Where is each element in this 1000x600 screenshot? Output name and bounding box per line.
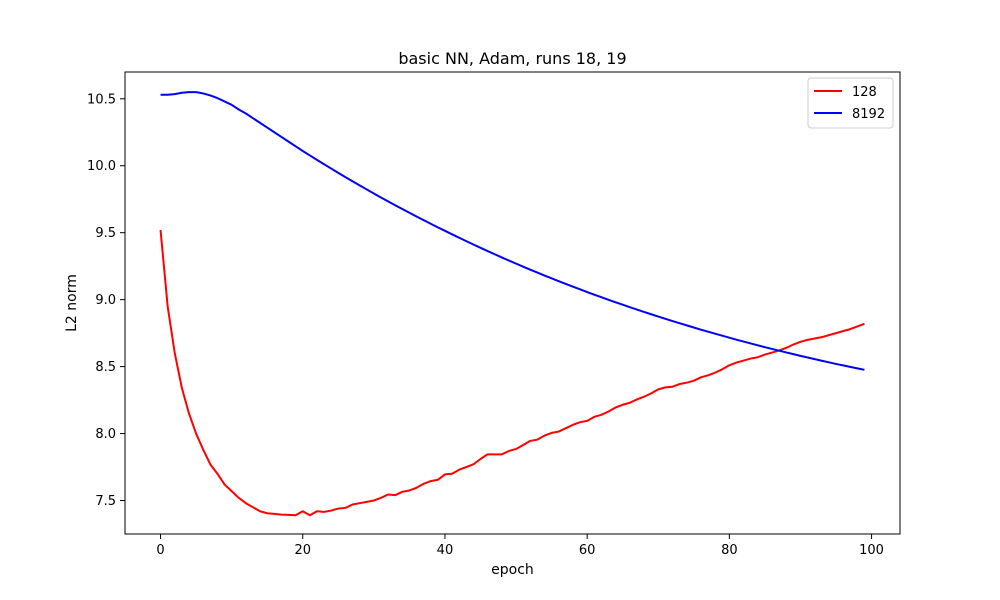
- x-axis-label: epoch: [491, 562, 534, 578]
- x-axis: 0 20 40 60 80 100: [156, 534, 884, 558]
- x-tick-label: 0: [156, 543, 164, 558]
- legend-label-8192: 8192: [852, 107, 885, 122]
- legend-label-128: 128: [852, 85, 877, 100]
- series-line-128: [159, 229, 865, 517]
- x-tick-label: 40: [437, 543, 454, 558]
- y-tick-label: 10.5: [87, 92, 116, 107]
- legend: 128 8192: [807, 77, 894, 129]
- y-tick-label: 9.0: [95, 293, 116, 308]
- series-layer: [159, 91, 865, 517]
- series-line-8192: [160, 91, 865, 371]
- plot-frame: [124, 71, 901, 535]
- x-tick-label: 20: [294, 543, 311, 558]
- x-tick-label: 100: [859, 543, 884, 558]
- y-axis: 7.5 8.0 8.5 9.0 9.5 10.0 10.5: [87, 92, 125, 509]
- y-tick-label: 8.0: [95, 427, 116, 442]
- chart-title: basic NN, Adam, runs 18, 19: [398, 49, 626, 68]
- y-axis-label: L2 norm: [64, 274, 80, 332]
- x-tick-label: 60: [579, 543, 596, 558]
- x-tick-label: 80: [721, 543, 738, 558]
- y-tick-label: 9.5: [95, 226, 116, 241]
- y-tick-label: 7.5: [95, 494, 116, 509]
- plot-area: [125, 72, 900, 534]
- y-tick-label: 8.5: [95, 360, 116, 375]
- y-tick-label: 10.0: [87, 159, 116, 174]
